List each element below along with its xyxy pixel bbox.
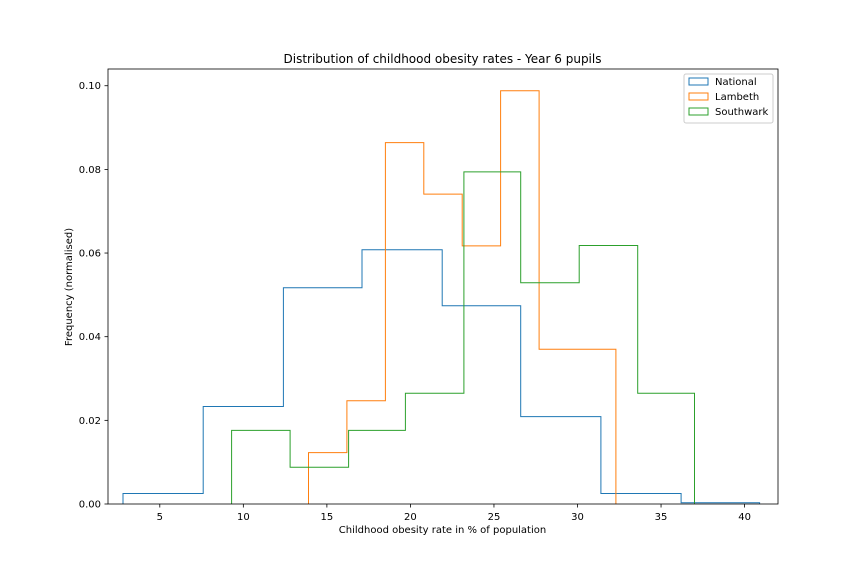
- y-tick-label: 0.10: [79, 81, 101, 92]
- x-axis-label: Childhood obesity rate in % of populatio…: [339, 525, 546, 536]
- plot-area: [107, 68, 779, 505]
- series-national-step: [122, 249, 761, 504]
- x-tick-label: 10: [237, 512, 250, 523]
- x-tick-label: 15: [321, 512, 334, 523]
- chart-title: Distribution of childhood obesity rates …: [284, 52, 602, 66]
- legend-box: [683, 73, 774, 124]
- legend-label-southwark: Southwark: [715, 107, 768, 118]
- y-axis: 0.00 0.02 0.04 0.06 0.08 0.10: [79, 81, 108, 511]
- legend-swatch-lambeth: [688, 92, 709, 101]
- x-tick-label: 30: [571, 512, 584, 523]
- y-axis-label: Frequency (normalised): [64, 228, 75, 346]
- legend: National Lambeth Southwark: [683, 73, 774, 124]
- y-tick-label: 0.02: [79, 416, 101, 427]
- legend-swatch-southwark: [688, 107, 709, 116]
- y-tick-label: 0.04: [79, 332, 101, 343]
- y-tick-label: 0.08: [79, 165, 101, 176]
- legend-label-national: National: [715, 77, 757, 88]
- x-axis: 5 10 15 20 25 30 35 40: [157, 504, 751, 523]
- x-tick-label: 5: [157, 512, 163, 523]
- x-tick-label: 25: [488, 512, 501, 523]
- legend-swatch-national: [688, 77, 709, 86]
- y-tick-label: 0.00: [79, 500, 101, 511]
- x-tick-label: 40: [738, 512, 751, 523]
- legend-label-lambeth: Lambeth: [715, 92, 759, 103]
- x-tick-label: 35: [655, 512, 668, 523]
- plot-frame: [107, 68, 779, 505]
- series-southwark-step: [231, 171, 695, 504]
- y-tick-label: 0.06: [79, 249, 101, 260]
- x-tick-label: 20: [404, 512, 417, 523]
- series-lambeth-step: [308, 90, 617, 504]
